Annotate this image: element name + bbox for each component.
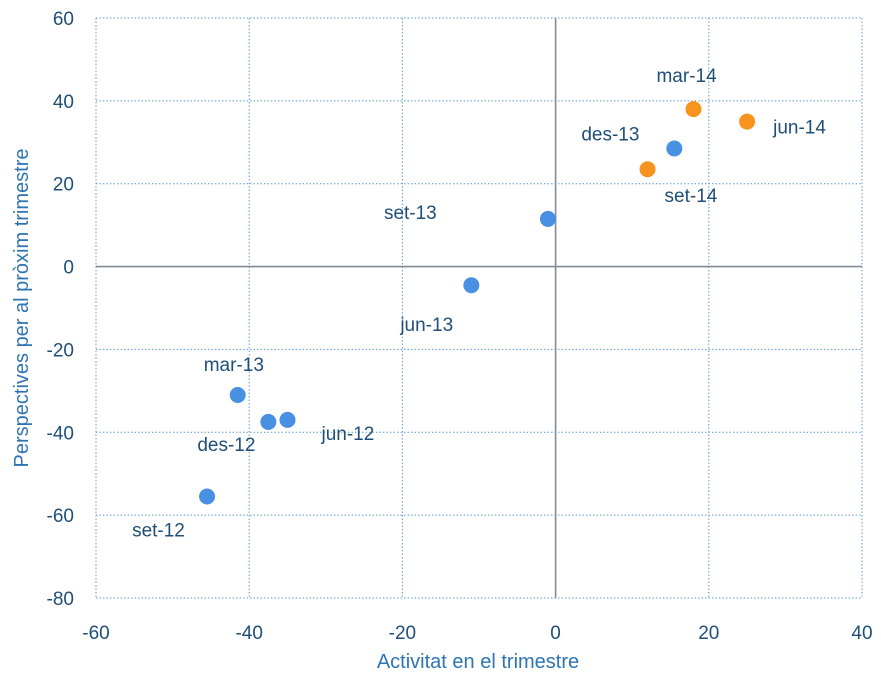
y-tick-label: -40 — [47, 423, 74, 444]
data-point-jun-14 — [739, 113, 756, 130]
data-point-set-14 — [639, 161, 656, 178]
y-tick-label: 20 — [53, 175, 74, 196]
zero-axes — [96, 18, 862, 598]
y-tick-label: -80 — [47, 589, 74, 610]
data-point-set-13 — [539, 210, 556, 227]
x-tick-label: 20 — [698, 623, 719, 644]
point-label-jun-14: jun-14 — [772, 118, 826, 139]
point-label-set-13: set-13 — [384, 203, 437, 224]
point-label-mar-13: mar-13 — [204, 355, 264, 376]
data-point-jun-12 — [279, 411, 296, 428]
data-point-des-13 — [666, 140, 683, 157]
point-label-jun-13: jun-13 — [399, 315, 453, 336]
x-tick-label: 0 — [550, 623, 561, 644]
point-labels: jun-12 set-12 des-12 mar-13 jun-13 set-13 des-… — [132, 66, 826, 541]
tick-labels: -60 -40 -20 0 20 40 60 40 20 0 -20 -40 -60 -80 — [47, 9, 873, 644]
y-tick-label: -60 — [47, 506, 74, 527]
point-label-set-14: set-14 — [665, 186, 718, 207]
data-points — [199, 101, 756, 505]
point-label-des-13: des-13 — [581, 125, 639, 146]
point-label-des-12: des-12 — [197, 435, 255, 456]
data-point-mar-13 — [229, 387, 246, 403]
x-tick-label: 40 — [851, 623, 872, 644]
point-label-set-12: set-12 — [132, 521, 185, 542]
y-tick-label: -20 — [47, 340, 74, 361]
y-tick-label: 0 — [63, 258, 74, 279]
y-axis-title: Perspectives per al pròxim trimestre — [11, 149, 33, 468]
data-point-set-12 — [199, 488, 216, 505]
point-label-jun-12: jun-12 — [321, 424, 375, 445]
grid-lines — [95, 17, 863, 599]
y-tick-label: 40 — [53, 92, 74, 113]
x-tick-label: -20 — [389, 623, 416, 644]
data-point-jun-13 — [463, 277, 480, 294]
x-tick-label: -40 — [235, 623, 262, 644]
y-tick-label: 60 — [53, 9, 74, 30]
x-tick-label: -60 — [82, 623, 109, 644]
x-axis-title: Activitat en el trimestre — [377, 651, 579, 673]
data-point-mar-14 — [685, 101, 702, 118]
data-point-des-12 — [260, 413, 277, 430]
point-label-mar-14: mar-14 — [656, 66, 717, 87]
